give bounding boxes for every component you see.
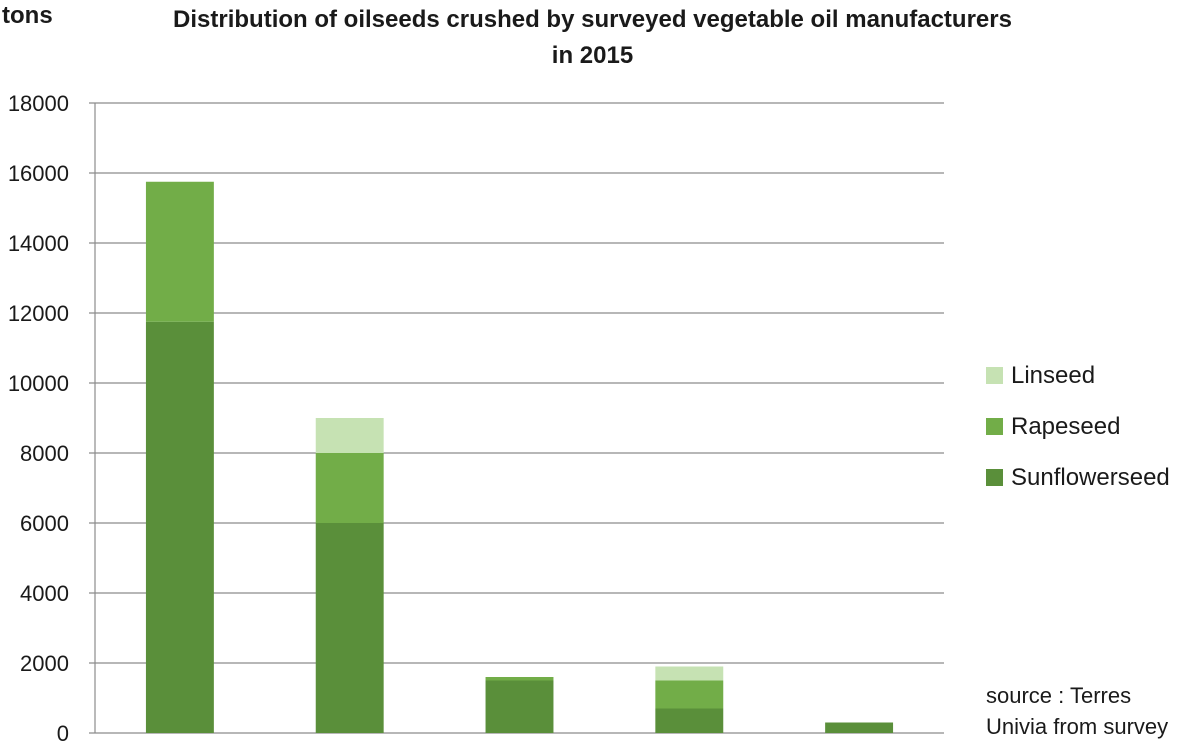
y-tick-label: 10000 bbox=[8, 371, 69, 396]
legend-label-rapeseed: Rapeseed bbox=[1011, 412, 1121, 440]
bar-sunflowerseed bbox=[655, 708, 724, 733]
legend-label-sunflowerseed: Sunflowerseed bbox=[1011, 463, 1170, 491]
bar-rapeseed bbox=[145, 181, 214, 322]
legend-swatch-sunflowerseed bbox=[986, 469, 1003, 486]
legend-label-linseed: Linseed bbox=[1011, 361, 1096, 389]
legend-item-sunflowerseed: Sunflowerseed bbox=[986, 452, 1170, 503]
legend-swatch-rapeseed bbox=[986, 418, 1003, 435]
bar-linseed bbox=[655, 666, 724, 681]
y-tick-label: 14000 bbox=[8, 231, 69, 256]
y-tick-label: 6000 bbox=[20, 511, 69, 536]
y-tick-label: 8000 bbox=[20, 441, 69, 466]
y-axis-unit-label: tons bbox=[2, 2, 53, 29]
source-line-1: source : Terres bbox=[986, 683, 1132, 708]
y-tick-label: 12000 bbox=[8, 301, 69, 326]
bar-rapeseed bbox=[315, 453, 384, 523]
chart-title-line-2: in 2015 bbox=[551, 42, 634, 69]
bar-sunflowerseed bbox=[485, 680, 554, 733]
chart-legend: Linseed Rapeseed Sunflowerseed bbox=[986, 350, 1170, 503]
y-tick-label: 0 bbox=[57, 721, 69, 744]
legend-item-linseed: Linseed bbox=[986, 350, 1170, 401]
source-line-2: Univia from survey bbox=[986, 714, 1169, 739]
bar-rapeseed bbox=[655, 680, 724, 709]
bar-sunflowerseed bbox=[315, 523, 384, 733]
y-tick-label: 18000 bbox=[8, 91, 69, 116]
y-tick-label: 4000 bbox=[20, 581, 69, 606]
y-tick-label: 16000 bbox=[8, 161, 69, 186]
bar-sunflowerseed bbox=[145, 321, 214, 733]
chart-title-line-1: Distribution of oilseeds crushed by surv… bbox=[173, 6, 1012, 33]
legend-item-rapeseed: Rapeseed bbox=[986, 401, 1170, 452]
bar-linseed bbox=[315, 418, 384, 453]
legend-swatch-linseed bbox=[986, 367, 1003, 384]
source-note: source : Terres Univia from survey bbox=[986, 680, 1168, 742]
y-tick-label: 2000 bbox=[20, 651, 69, 676]
bar-sunflowerseed bbox=[825, 722, 894, 733]
bar-rapeseed bbox=[485, 677, 554, 681]
chart-title: Distribution of oilseeds crushed by surv… bbox=[80, 2, 1105, 74]
